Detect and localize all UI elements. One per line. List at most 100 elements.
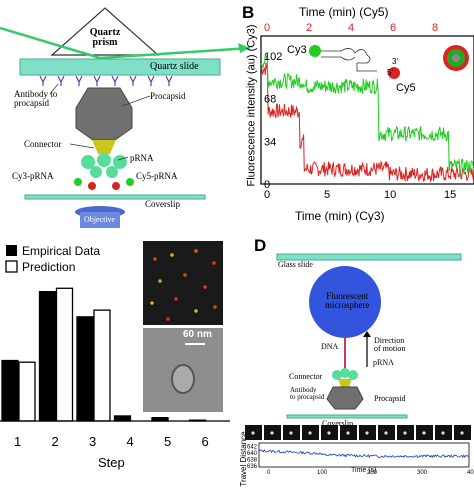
glass-slide-label: Glass slide — [278, 260, 313, 269]
plot-frame — [260, 35, 474, 185]
microsphere-spot — [346, 431, 350, 435]
microsphere-spot — [308, 431, 312, 435]
prna-label: pRNA — [130, 153, 154, 163]
empirical-bar — [1, 359, 19, 422]
legend-prediction-swatch — [5, 260, 18, 273]
coverslip-label: Coverslip — [322, 419, 354, 428]
cy5-trace-line — [260, 62, 474, 183]
procapsid — [326, 386, 364, 410]
prna-label: pRNA — [373, 358, 394, 367]
bottom-tick-label: 10 — [384, 189, 396, 201]
travel-x-tick: 100 — [317, 470, 328, 474]
top-tick-label: 2 — [306, 22, 312, 34]
microsphere-spot — [441, 431, 445, 435]
microsphere-spot — [384, 431, 388, 435]
microsphere-spot — [403, 431, 407, 435]
travel-x-tick: 300 — [417, 470, 428, 474]
microsphere-spot — [365, 431, 369, 435]
fluorescent-spot — [203, 285, 207, 289]
travel-y-tick: 642 — [247, 445, 258, 451]
x-tick-label: 2 — [51, 434, 59, 449]
step-bar-chart — [0, 241, 230, 422]
prediction-bar — [18, 361, 36, 422]
beam-arrow-icon — [238, 43, 250, 53]
prna-cluster — [332, 368, 358, 380]
panel-d: D 6426406386360100200300400 Glass slide … — [237, 236, 474, 487]
dna-label: DNA — [321, 342, 339, 351]
cy3-dot — [74, 178, 82, 186]
laser-beam-out — [99, 46, 251, 60]
scale-bar — [185, 343, 205, 345]
x-tick-label: 3 — [89, 434, 97, 449]
cy5-marker — [388, 67, 400, 79]
cy3-trace-line — [260, 53, 474, 176]
coverslip — [24, 194, 206, 200]
rna-schematic — [321, 48, 377, 72]
empirical-bar — [38, 290, 57, 422]
x-tick-label: 1 — [14, 434, 22, 449]
fluorescent-spot — [170, 253, 174, 257]
bottom-tick-label: 5 — [324, 189, 330, 201]
x-tick-label: 4 — [126, 434, 134, 449]
microsphere-label: Fluorescent microsphere — [325, 291, 370, 310]
panel-d-letter: D — [254, 236, 267, 255]
fluorescent-spot — [194, 309, 198, 313]
x-tick-label: 6 — [201, 434, 209, 449]
fluorescent-spot — [194, 249, 198, 253]
motor-inset-icon — [443, 45, 469, 71]
objective-label: Objective — [84, 215, 116, 224]
cy5-dot — [112, 182, 120, 190]
top-tick-label: 0 — [264, 22, 270, 34]
three-prime-label: 3' — [392, 57, 398, 66]
fluorescent-spot — [212, 261, 216, 265]
x-axis-label: Step — [98, 455, 125, 470]
panel-b-letter: B — [242, 3, 255, 22]
prediction-bar — [55, 287, 74, 422]
microsphere-spot — [460, 431, 464, 435]
glass-slide — [276, 253, 462, 261]
travel-y-tick: 636 — [247, 464, 258, 470]
connector — [338, 379, 352, 387]
microsphere-spot — [327, 431, 331, 435]
fluorescent-microsphere — [309, 266, 381, 338]
antibody-label: Antibody to procapsid — [290, 386, 325, 401]
top-tick-label: 4 — [348, 22, 354, 34]
coverslip-label: Coverslip — [145, 199, 180, 209]
fluorescent-spot — [150, 301, 154, 305]
travel-plot-frame — [258, 442, 470, 468]
fluorescence-micrograph — [143, 241, 223, 325]
travel-y-tick: 638 — [247, 458, 258, 464]
antibody-label: Antibody to procapsid — [14, 89, 58, 108]
y-tick-label: 102 — [264, 51, 282, 63]
fluorescent-spot — [158, 279, 162, 283]
top-axis-label: Time (min) (Cy5) — [299, 5, 389, 19]
travel-x-tick: 0 — [267, 470, 271, 474]
procapsid-particle — [171, 364, 195, 394]
prism-label: Quartz prism — [89, 27, 121, 48]
fluorescent-spot — [174, 297, 178, 301]
bottom-axis-label: Time (min) (Cy3) — [295, 209, 385, 223]
microsphere-spot — [251, 431, 255, 435]
y-tick-label: 0 — [264, 179, 270, 191]
objective-body — [80, 212, 120, 228]
empirical-bar — [113, 415, 132, 422]
cy3-dot — [126, 178, 134, 186]
cy5-prna-label: Cy5-pRNA — [136, 171, 178, 181]
five-prime-label: 5' — [387, 68, 393, 77]
travel-x-label: Time (s) — [351, 467, 377, 474]
legend-empirical-label: Empirical Data — [22, 244, 101, 258]
empirical-bar — [76, 316, 94, 422]
procapsid — [75, 87, 133, 141]
x-tick-label: 5 — [164, 434, 172, 449]
microsphere-spot — [422, 431, 426, 435]
bottom-tick-label: 0 — [264, 189, 270, 201]
top-tick-label: 6 — [390, 22, 396, 34]
travel-distance-line — [258, 449, 470, 459]
fluorescence-trace: 034681020510150246810 — [260, 22, 474, 201]
coverslip — [286, 414, 408, 419]
fluorescent-spot — [183, 273, 187, 277]
quartz-slide — [19, 58, 221, 76]
travel-x-tick: 200 — [367, 470, 378, 474]
slide-label: Quartz slide — [150, 61, 199, 72]
